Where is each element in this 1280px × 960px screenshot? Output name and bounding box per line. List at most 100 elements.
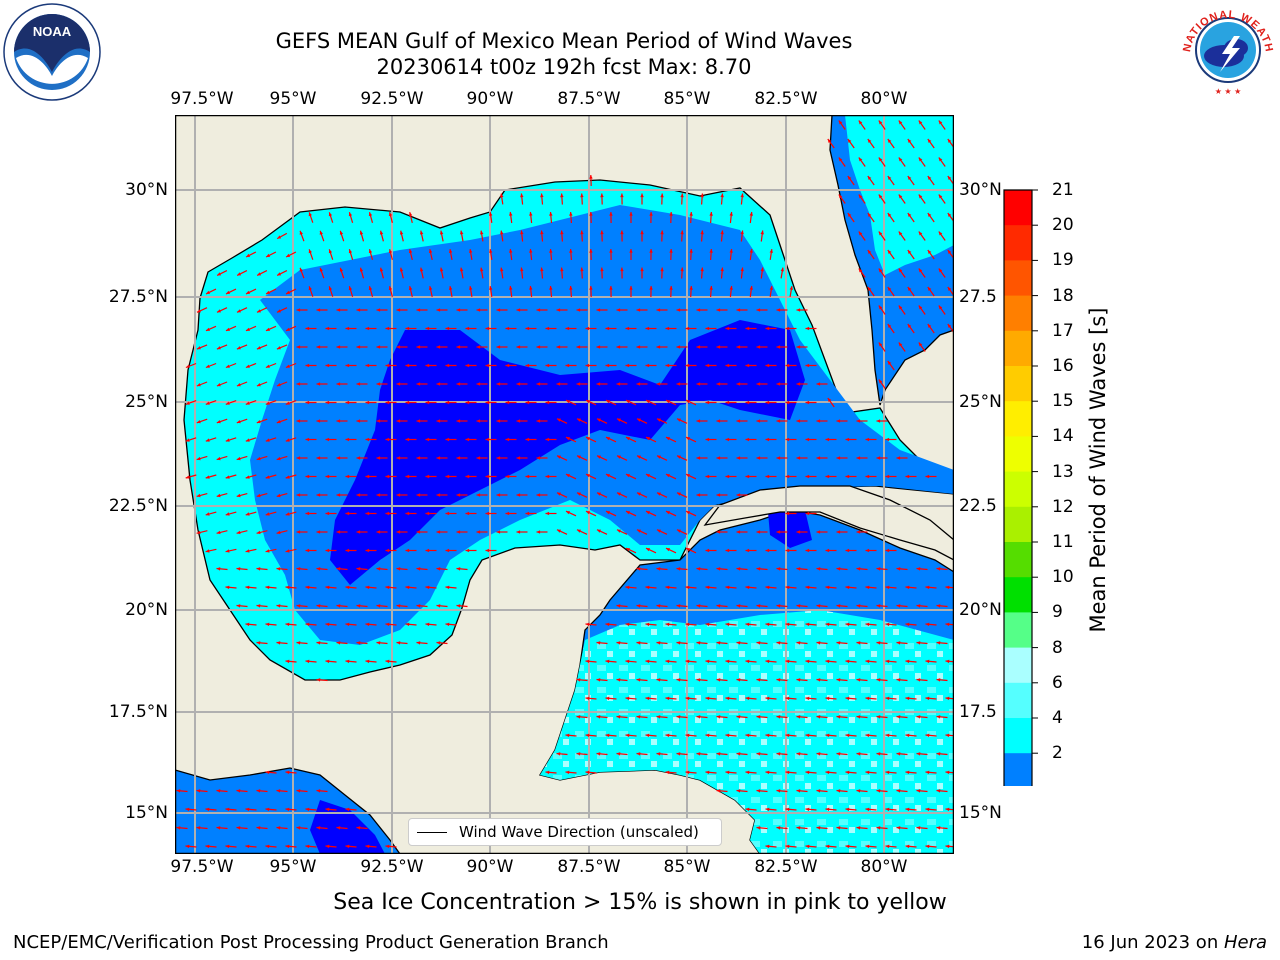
wind-wave-arrow-head [385, 363, 390, 368]
wind-wave-arrow-head [676, 752, 681, 756]
wind-wave-arrow-head [696, 604, 701, 608]
wind-wave-arrow-head [265, 770, 270, 775]
wind-wave-arrow-head [896, 641, 901, 645]
wind-wave-arrow-head [205, 844, 210, 849]
wind-wave-arrow-head [700, 230, 704, 235]
wind-wave-arrow-head [676, 308, 681, 312]
wind-wave-arrow-head [705, 622, 710, 627]
wind-wave-arrow-head [705, 659, 710, 664]
wind-wave-arrow-head [265, 364, 270, 368]
wind-wave-arrow-head [545, 363, 550, 368]
wind-wave-arrow-head [666, 511, 670, 515]
wind-wave-arrow-head [216, 420, 221, 424]
colorbar-band [1004, 612, 1032, 649]
wind-wave-arrow-head [785, 326, 790, 331]
wind-wave-arrow-head [645, 622, 650, 627]
wind-wave-arrow-head [549, 249, 553, 253]
wind-wave-arrow-head [740, 193, 744, 198]
wind-wave-arrow-head [336, 382, 341, 386]
wind-wave-arrow-head [885, 696, 890, 701]
colorbar-tick-label: 19 [1052, 250, 1074, 271]
wind-wave-arrow-head [277, 272, 282, 276]
wind-wave-arrow-head [585, 363, 590, 368]
map-frame [175, 115, 954, 854]
wind-wave-arrow-head [305, 622, 310, 627]
wind-wave-arrow-head [396, 530, 401, 534]
wind-wave-arrow-head [585, 696, 590, 701]
wind-wave-arrow-head [597, 418, 601, 422]
wind-wave-arrow-head [677, 529, 681, 533]
wind-wave-arrow-head [296, 382, 301, 386]
wind-wave-arrow-head [216, 346, 221, 350]
wind-wave-arrow-head [465, 437, 470, 442]
wind-wave-arrow-head [660, 230, 664, 235]
wind-wave-arrow-head [565, 733, 570, 738]
wind-wave-arrow-head [876, 826, 881, 830]
wind-wave-arrow-head [716, 604, 721, 608]
wind-wave-arrow-head [696, 715, 701, 719]
wind-wave-arrow-head [696, 493, 701, 497]
wind-wave-arrow-head [216, 530, 221, 535]
wind-wave-arrow-head [876, 715, 881, 719]
wind-wave-arrow-head [725, 363, 730, 368]
wind-wave-arrow-head [345, 400, 350, 405]
wind-wave-arrow-head [336, 345, 341, 349]
wind-wave-arrow-head [629, 212, 633, 216]
wind-wave-arrow-head [545, 400, 550, 405]
wind-wave-arrow-head [729, 212, 733, 216]
wind-wave-arrow-head [436, 530, 441, 534]
wind-wave-arrow-head [705, 770, 710, 775]
colorbar-tick-label: 20 [1052, 215, 1074, 236]
wind-wave-arrow-head [589, 175, 593, 179]
wind-wave-arrow-head [459, 230, 464, 235]
colorbar-band [1004, 471, 1032, 508]
wind-wave-arrow-head [529, 212, 533, 216]
colorbar-band [1004, 506, 1032, 543]
wind-wave-arrow-head [785, 548, 790, 553]
wind-wave-arrow-head [185, 475, 190, 479]
wind-wave-arrow-head [756, 826, 761, 830]
colorbar-tick-label: 10 [1052, 567, 1074, 588]
wind-wave-arrows [176, 120, 954, 849]
wind-wave-arrow-head [636, 641, 641, 645]
wind-wave-arrow-head [816, 752, 821, 756]
wind-wave-arrow-head [520, 193, 524, 198]
colorbar-tick-label: 17 [1052, 320, 1074, 341]
wind-wave-arrow-head [245, 549, 250, 553]
wind-wave-arrow-head [905, 474, 910, 479]
wind-wave-arrow-head [907, 324, 912, 328]
wind-wave-arrow-head [296, 456, 301, 460]
wind-wave-arrow-head [465, 511, 470, 516]
wind-wave-arrow-head [299, 230, 303, 235]
wind-wave-arrow-head [296, 567, 301, 571]
wind-wave-arrow-head [620, 267, 624, 272]
wind-wave-arrow-head [416, 493, 421, 497]
wind-wave-arrow-head [905, 659, 910, 664]
footer-date: 16 Jun 2023 on Hera [1082, 932, 1267, 953]
wind-wave-arrow-head [328, 286, 333, 291]
wind-wave-arrow-head [465, 400, 470, 405]
wind-wave-arrow-head [785, 511, 790, 516]
wind-wave-arrow-head [676, 345, 681, 349]
colorbar-tick-label: 16 [1052, 356, 1074, 376]
wind-wave-arrow-head [376, 308, 381, 312]
wind-wave-arrow-head [345, 437, 350, 442]
wind-wave-arrow-head [556, 345, 561, 349]
wind-wave-arrow-head [836, 567, 841, 571]
wind-wave-arrow-head [885, 437, 890, 442]
wind-wave-arrow-head [305, 807, 310, 812]
wind-wave-arrow-head [345, 585, 350, 590]
wind-wave-arrow-head [657, 529, 661, 533]
wind-wave-arrow-head [359, 267, 364, 272]
wind-wave-arrow-head [646, 511, 650, 515]
wind-wave-arrow-head [356, 345, 361, 349]
wind-wave-arrow-head [345, 363, 350, 368]
footer-host: Hera [1223, 932, 1267, 953]
wind-wave-arrow-head [885, 474, 890, 479]
wind-wave-arrow-head [396, 567, 401, 571]
wind-wave-arrow-head [265, 549, 270, 553]
wind-wave-arrow-head [216, 567, 221, 571]
wind-wave-arrow-head [456, 308, 461, 312]
wind-wave-arrow-head [265, 622, 270, 627]
wind-wave-arrow-head [448, 249, 453, 253]
